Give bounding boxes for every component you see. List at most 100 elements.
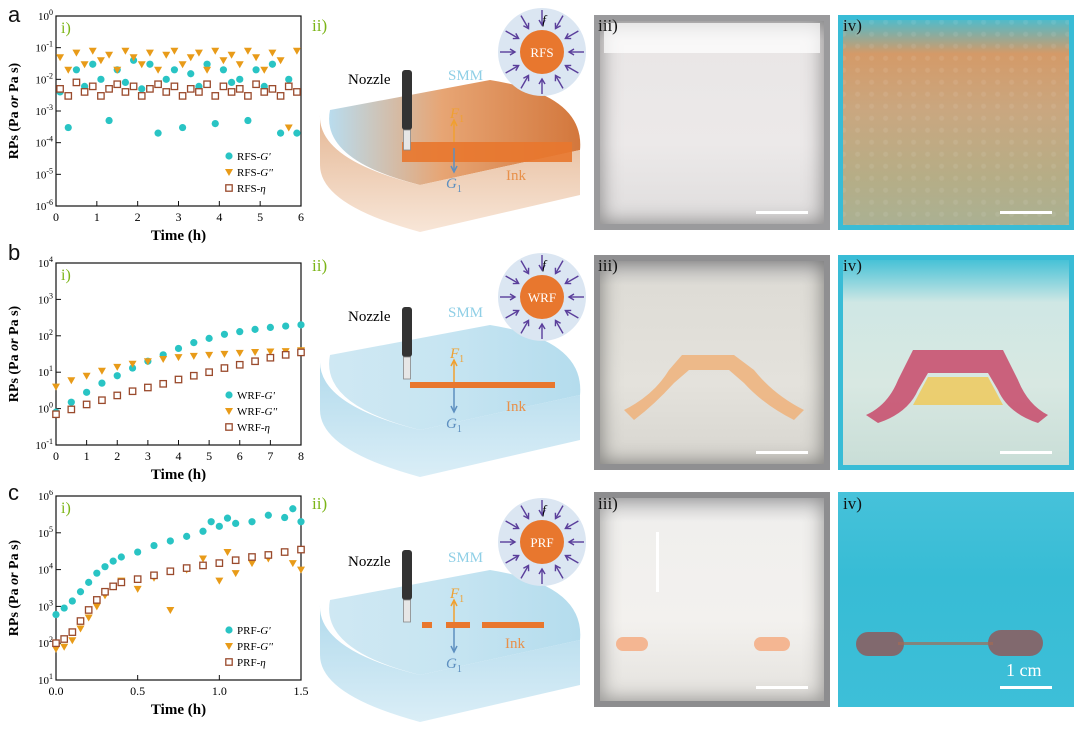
data-point xyxy=(178,61,187,69)
force-down-arrowhead xyxy=(450,645,458,654)
inset-arrowhead xyxy=(512,64,520,71)
inset-arrowhead xyxy=(512,278,520,285)
inset-ink-drop xyxy=(520,30,564,74)
force-down-label: G1 xyxy=(446,176,462,195)
sub-label-a-ii: ii) xyxy=(312,16,328,35)
y-tick-label: 10-3 xyxy=(35,103,53,118)
data-point xyxy=(266,353,275,362)
y-tick-label: 10-2 xyxy=(35,71,53,86)
inset-arrowhead xyxy=(567,538,575,546)
schematic-svg: Nozzle SMM Ink F1 G1 WRF f xyxy=(319,253,586,477)
data-point xyxy=(244,92,252,100)
x-tick-label: 0 xyxy=(53,449,59,463)
scale-bar-label: 1 cm xyxy=(1006,660,1042,680)
inset-arrowhead xyxy=(538,77,546,85)
legend-marker xyxy=(225,643,233,650)
data-point xyxy=(154,80,162,89)
data-point xyxy=(232,519,240,528)
inset-arrowhead xyxy=(512,523,520,530)
sub-label-i: i) xyxy=(61,267,71,284)
nozzle-tip xyxy=(403,356,411,380)
data-point xyxy=(170,66,179,74)
data-point xyxy=(109,582,118,591)
inset-arrow xyxy=(505,554,519,564)
data-point xyxy=(186,85,195,93)
data-point xyxy=(170,47,179,55)
data-point xyxy=(194,49,203,57)
inset-arrow xyxy=(505,309,519,319)
data-point xyxy=(162,88,171,96)
force-up-arrowhead xyxy=(450,598,458,607)
scale-bar xyxy=(1000,451,1052,454)
inset-f-label: f xyxy=(542,257,548,272)
data-point xyxy=(72,49,81,57)
data-point xyxy=(128,364,137,372)
data-point xyxy=(98,379,106,387)
data-point xyxy=(84,614,93,622)
data-point xyxy=(281,513,289,522)
inset-arrowhead xyxy=(567,293,575,301)
chart-wrf: i) 0 1 2 3 4 5 6 7 8 10-1 100 101 102 103 104 Time (h) RP… xyxy=(7,255,305,483)
data-point xyxy=(105,85,113,93)
data-point xyxy=(205,334,213,342)
data-point xyxy=(219,82,228,91)
y-axis-label: RPs (Pa or Pa s) xyxy=(7,305,22,402)
data-point xyxy=(76,625,85,633)
data-point xyxy=(281,350,290,359)
legend-label: WRF-η xyxy=(237,422,270,434)
inset-arrow xyxy=(554,565,564,579)
data-point xyxy=(105,116,113,125)
data-point xyxy=(93,569,101,577)
data-point xyxy=(276,92,285,100)
y-axis-label: RPs (Pa or Pa s) xyxy=(7,62,22,159)
inset-f-label: f xyxy=(542,502,548,517)
legend-marker xyxy=(225,391,233,399)
inset-arrow xyxy=(505,64,519,74)
y-tick-label: 103 xyxy=(38,291,53,306)
data-point xyxy=(105,51,114,59)
data-point xyxy=(268,60,277,68)
x-tick-label: 1.5 xyxy=(294,684,309,698)
data-point xyxy=(276,129,285,137)
data-point xyxy=(56,85,64,93)
data-point xyxy=(244,116,252,125)
y-tick-label: 103 xyxy=(38,598,53,613)
inset-arrow xyxy=(554,15,564,29)
data-point xyxy=(117,578,126,587)
data-point xyxy=(205,351,214,359)
nozzle-label: Nozzle xyxy=(348,554,391,570)
legend-marker xyxy=(225,626,233,634)
data-point xyxy=(113,363,122,371)
data-point xyxy=(297,518,305,526)
data-point xyxy=(199,561,207,570)
y-tick-label: 10-6 xyxy=(35,198,53,213)
data-point xyxy=(297,545,305,554)
data-point xyxy=(243,47,252,55)
data-point xyxy=(68,628,77,636)
x-tick-label: 5 xyxy=(257,210,263,224)
scale-bar xyxy=(756,451,808,454)
nozzle-label: Nozzle xyxy=(348,309,391,325)
sub-label-c-iv: iv) xyxy=(843,494,862,513)
nozzle-tip xyxy=(403,129,411,151)
y-tick-label: 101 xyxy=(38,672,53,687)
ink-filament xyxy=(402,142,572,162)
data-point xyxy=(203,60,211,68)
schematic-prf: Nozzle SMM Ink F1 G1 PRF f xyxy=(310,490,590,734)
data-point xyxy=(199,555,207,563)
data-point xyxy=(268,49,277,57)
x-tick-label: 6 xyxy=(237,449,243,463)
sub-label-b-iii: iii) xyxy=(598,256,618,275)
inset-arrowhead xyxy=(564,278,572,285)
nozzle-tip xyxy=(403,599,411,623)
data-point xyxy=(189,371,198,380)
photo-prf-top: 1 cm xyxy=(838,492,1074,707)
legend-marker xyxy=(225,658,233,666)
data-point xyxy=(219,66,228,74)
data-point xyxy=(113,80,122,89)
legend-label: PRF-G'' xyxy=(237,641,274,653)
data-point xyxy=(101,587,109,596)
inset-arrow xyxy=(554,320,564,334)
inset-arrowhead xyxy=(523,564,530,572)
data-point xyxy=(186,54,195,62)
